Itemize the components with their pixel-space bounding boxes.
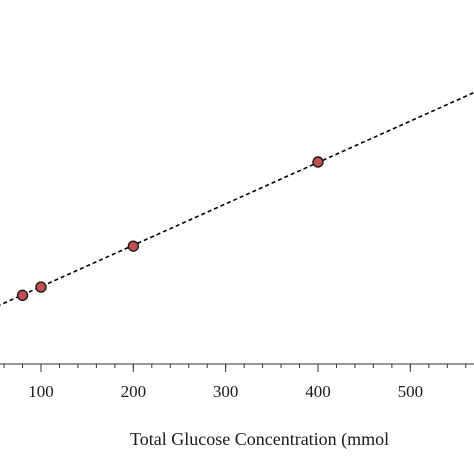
data-point [35, 281, 47, 293]
trendline [0, 91, 474, 306]
data-points [16, 156, 324, 302]
x-tick-label: 500 [398, 382, 424, 401]
trendline-layer [0, 91, 474, 306]
data-point [127, 240, 140, 252]
data-point [312, 156, 324, 168]
x-tick-label: 400 [305, 382, 331, 401]
x-tick-label: 100 [28, 382, 54, 401]
x-tick-label: 200 [121, 382, 147, 401]
data-point [16, 289, 29, 302]
x-tick-label: 300 [213, 382, 239, 401]
x-axis: 100 200 300 400 500 [0, 363, 474, 401]
x-axis-title: Total Glucose Concentration (mmol [130, 429, 389, 450]
axis-labels: Total Glucose Concentration (mmol [130, 429, 389, 450]
